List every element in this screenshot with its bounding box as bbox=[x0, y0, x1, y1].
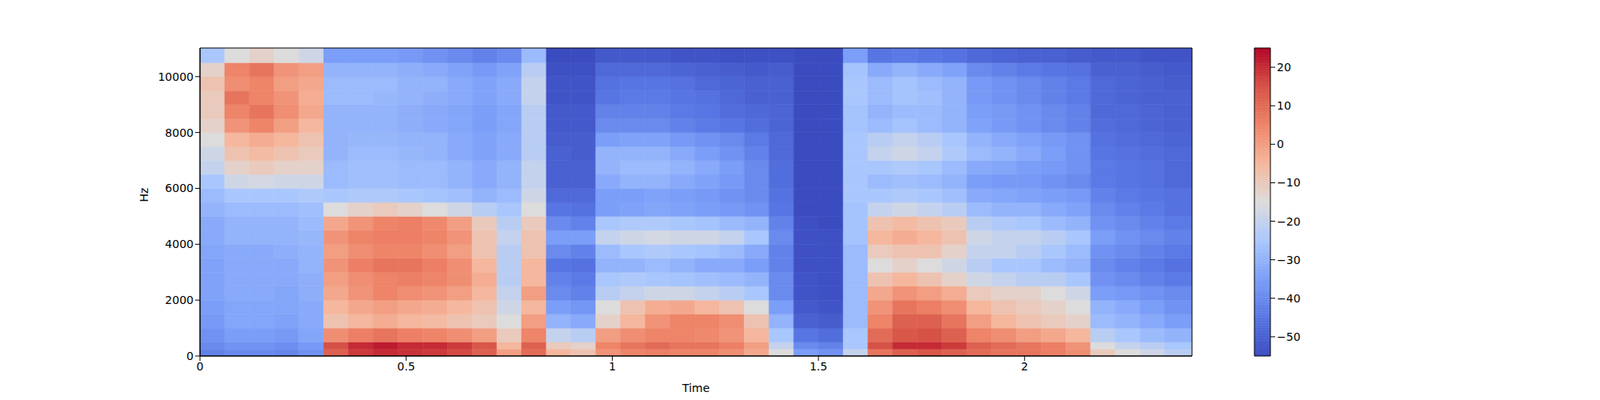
svg-text:20: 20 bbox=[1276, 60, 1292, 74]
svg-text:1: 1 bbox=[608, 360, 616, 373]
svg-text:6000: 6000 bbox=[164, 181, 194, 195]
svg-text:2000: 2000 bbox=[164, 293, 194, 307]
svg-text:1.5: 1.5 bbox=[809, 360, 828, 373]
svg-text:8000: 8000 bbox=[164, 126, 194, 140]
svg-text:−50: −50 bbox=[1276, 330, 1301, 344]
svg-text:0: 0 bbox=[186, 349, 194, 363]
svg-text:0: 0 bbox=[196, 360, 204, 373]
svg-text:2: 2 bbox=[1020, 360, 1028, 373]
svg-text:10: 10 bbox=[1276, 99, 1292, 112]
svg-text:−20: −20 bbox=[1276, 215, 1301, 228]
svg-text:Hz: Hz bbox=[137, 188, 151, 203]
svg-text:0: 0 bbox=[1276, 137, 1284, 151]
svg-text:Time: Time bbox=[681, 381, 710, 395]
svg-text:−30: −30 bbox=[1276, 253, 1301, 267]
svg-text:4000: 4000 bbox=[164, 237, 194, 251]
svg-text:−10: −10 bbox=[1276, 176, 1301, 189]
svg-text:−40: −40 bbox=[1276, 292, 1301, 305]
svg-text:10000: 10000 bbox=[157, 70, 194, 84]
svg-text:0.5: 0.5 bbox=[397, 360, 416, 373]
